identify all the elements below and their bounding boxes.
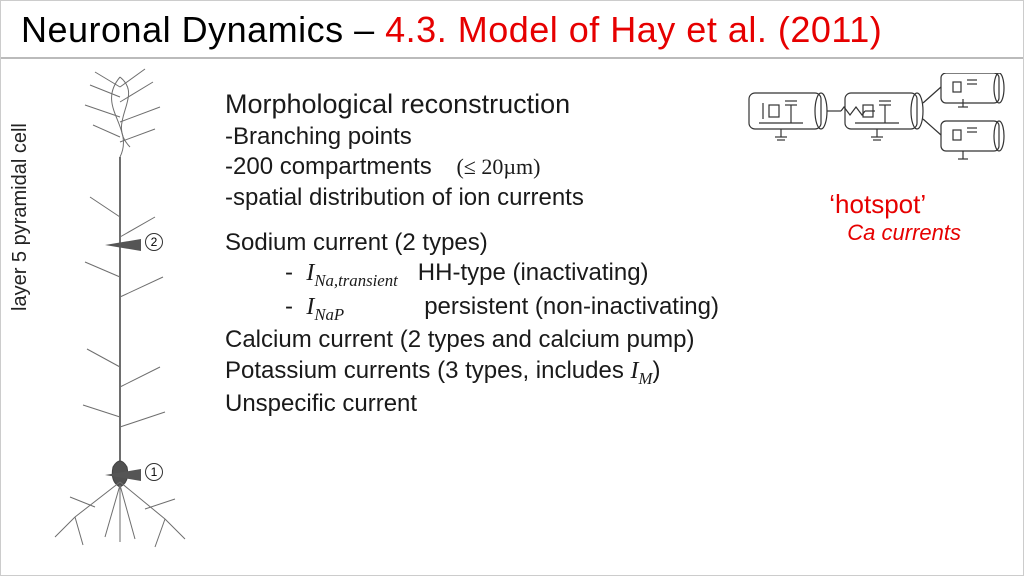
bullet-compartments: -200 compartments (≤ 20µm) [225, 152, 785, 183]
im-base: I [631, 358, 639, 384]
unspecific-line: Unspecific current [225, 389, 785, 420]
bullet-branching: -Branching points [225, 122, 785, 153]
compartment-circuit-diagram [745, 73, 1005, 173]
sodium-item-1: - INa,transient HH-type (inactivating) [225, 258, 785, 291]
pointer-icon [105, 469, 141, 481]
compartment-size-math: (≤ 20µm) [456, 154, 540, 179]
potassium-line: Potassium currents (3 types, includes IM… [225, 356, 785, 389]
title-section: 4.3. Model of Hay et al. (2011) [385, 9, 882, 50]
side-label: layer 5 pyramidal cell [9, 123, 32, 311]
hotspot-line2: Ca currents [847, 220, 961, 246]
marker-2: 2 [145, 233, 163, 251]
morph-heading: Morphological reconstruction [225, 87, 785, 122]
sodium-heading: Sodium current (2 types) [225, 228, 785, 259]
ina-trans-sub: Na,transient [314, 271, 397, 290]
im-sub: M [639, 369, 653, 388]
hotspot-line1: ‘hotspot’ [829, 189, 961, 220]
content-block: Morphological reconstruction -Branching … [225, 87, 785, 420]
title-prefix: Neuronal Dynamics – [21, 9, 385, 50]
slide-title-bar: Neuronal Dynamics – 4.3. Model of Hay et… [1, 1, 1023, 59]
marker-1: 1 [145, 463, 163, 481]
bullet-compartments-text: -200 compartments [225, 153, 432, 180]
sodium-item-2: - INaP persistent (non-inactivating) [225, 292, 785, 325]
potassium-prefix: Potassium currents (3 types, includes [225, 357, 624, 384]
neuron-morphology-figure: 2 1 [35, 67, 205, 567]
bullet-spatial: -spatial distribution of ion currents [225, 183, 785, 214]
hotspot-annotation: ‘hotspot’ Ca currents [829, 189, 961, 246]
potassium-suffix: ) [653, 357, 661, 384]
ina-trans-desc: HH-type (inactivating) [418, 259, 649, 286]
pointer-icon [105, 239, 141, 251]
inap-sub: NaP [314, 305, 344, 324]
inap-desc: persistent (non-inactivating) [424, 293, 719, 320]
calcium-line: Calcium current (2 types and calcium pum… [225, 325, 785, 356]
